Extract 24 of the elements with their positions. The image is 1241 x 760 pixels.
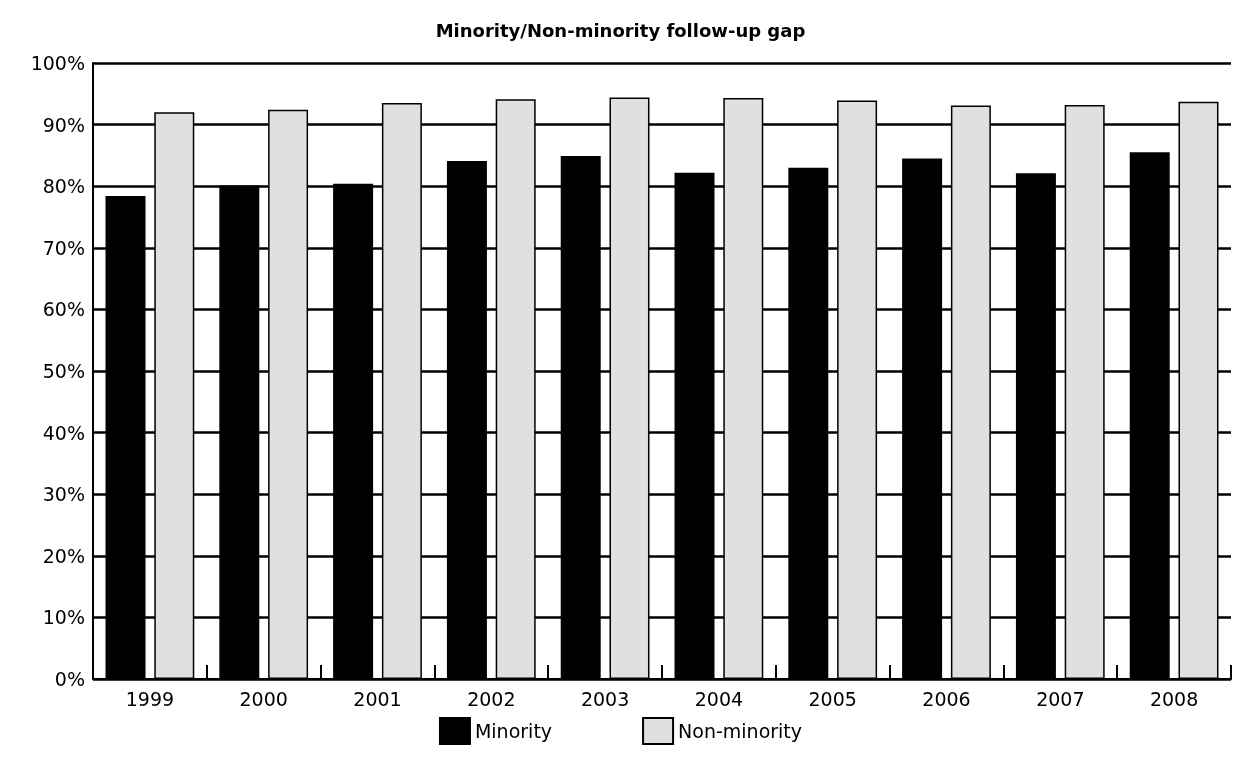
- y-tick-label: 90%: [42, 113, 85, 136]
- x-tick-label: 2004: [694, 687, 744, 710]
- x-tick-label: 2007: [1036, 687, 1085, 710]
- y-tick-label: 60%: [42, 298, 85, 321]
- y-tick-label: 0%: [54, 668, 85, 690]
- y-tick-label: 40%: [42, 421, 85, 444]
- x-tick-label: 2006: [922, 687, 971, 710]
- x-tick-label: 2000: [239, 687, 288, 710]
- x-tick-label: 1999: [125, 687, 175, 710]
- chart-title: Minority/Non-minority follow-up gap: [435, 19, 806, 41]
- x-tick-label: 2001: [353, 687, 402, 710]
- y-tick-label: 10%: [42, 606, 85, 629]
- x-tick-label: 2003: [580, 687, 630, 710]
- x-tick-label: 2002: [467, 687, 516, 710]
- legend-label: Minority: [474, 720, 553, 742]
- y-tick-label: 100%: [30, 52, 85, 74]
- y-tick-label: 30%: [42, 483, 85, 506]
- y-tick-label: 80%: [42, 175, 85, 198]
- y-tick-label: 50%: [42, 360, 85, 382]
- y-tick-label: 20%: [42, 544, 85, 567]
- y-tick-label: 70%: [42, 236, 85, 259]
- x-tick-label: 2005: [808, 687, 857, 710]
- x-tick-label: 2008: [1149, 687, 1199, 710]
- legend-label: Non-minority: [678, 720, 803, 742]
